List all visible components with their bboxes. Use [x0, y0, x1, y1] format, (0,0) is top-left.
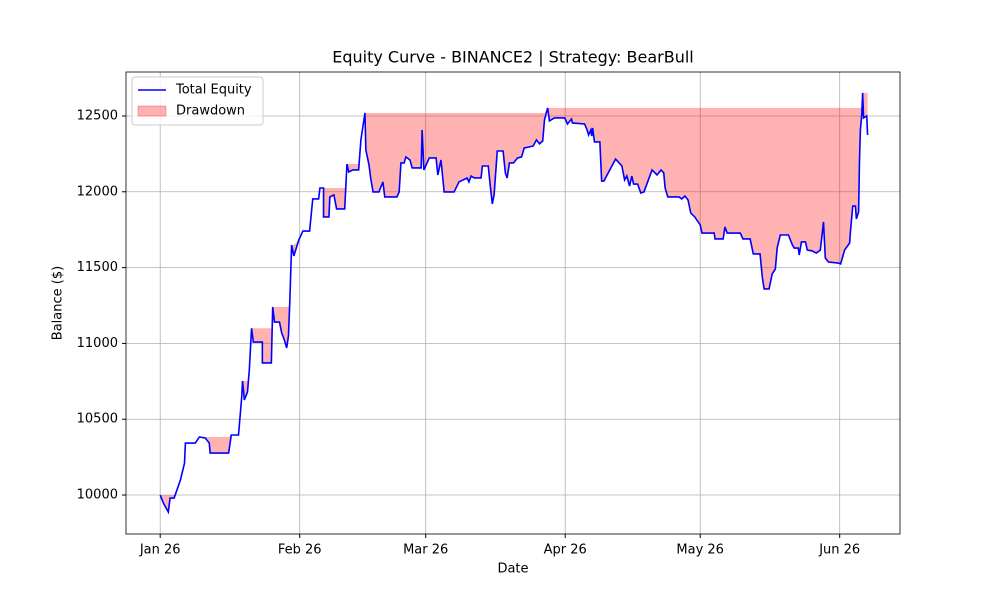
- legend-label: Drawdown: [176, 104, 245, 119]
- y-tick-label: 10500: [77, 412, 118, 427]
- y-tick-label: 12000: [77, 184, 118, 199]
- y-axis-label: Balance ($): [51, 266, 66, 340]
- chart-title: Equity Curve - BINANCE2 | Strategy: Bear…: [332, 48, 694, 67]
- y-tick-label: 11500: [77, 260, 118, 275]
- y-tick-label: 12500: [77, 108, 118, 123]
- x-tick-label: Jun 26: [818, 543, 860, 558]
- x-tick-label: May 26: [676, 543, 724, 558]
- x-tick-label: Apr 26: [544, 543, 587, 558]
- legend-swatch: [137, 105, 167, 117]
- equity-line: [159, 92, 869, 515]
- y-tick-label: 10000: [77, 488, 118, 503]
- drawdown-area: [160, 92, 868, 513]
- x-tick-label: Feb 26: [278, 543, 322, 558]
- x-tick-label: Mar 26: [403, 543, 448, 558]
- y-tick-label: 11000: [77, 336, 118, 351]
- legend-box: [131, 76, 264, 126]
- legend-label: Total Equity: [175, 83, 252, 98]
- x-axis-label: Date: [497, 562, 528, 577]
- plot-frame: [125, 71, 901, 535]
- x-tick-label: Jan 26: [139, 543, 181, 558]
